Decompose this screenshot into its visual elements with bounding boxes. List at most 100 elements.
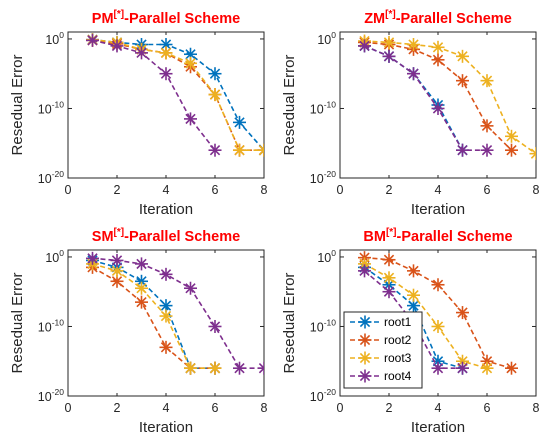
- data-point-marker: [135, 257, 148, 271]
- x-tick-label: 6: [484, 183, 491, 197]
- data-point-marker: [505, 361, 518, 375]
- data-point-marker: [184, 112, 197, 126]
- data-point-marker: [184, 47, 197, 61]
- x-tick-label: 8: [533, 401, 540, 415]
- series-root4: [86, 251, 264, 375]
- chart-title: ZM[*]-Parallel Scheme: [364, 9, 512, 27]
- data-point-marker: [431, 53, 445, 67]
- data-point-marker: [431, 278, 445, 292]
- legend-box: [343, 311, 423, 389]
- chart-panel: 0 2 4 6 8 100 10-10 10-20 Iteration Resedual Erro…: [9, 9, 268, 218]
- series-line: [92, 259, 215, 370]
- x-tick-label: 2: [114, 183, 121, 197]
- data-point-marker: [135, 281, 148, 295]
- x-tick-label: 8: [261, 401, 268, 415]
- data-point-marker: [456, 306, 469, 320]
- x-tick-label: 4: [163, 183, 170, 197]
- data-point-marker: [358, 39, 371, 53]
- legend-marker: [358, 333, 372, 347]
- data-point-marker: [159, 46, 173, 60]
- legend-label: root2: [384, 333, 412, 347]
- data-point-marker: [208, 143, 222, 157]
- y-tick-label: 10-20: [310, 387, 336, 404]
- x-tick-label: 6: [212, 183, 219, 197]
- data-point-marker: [480, 143, 494, 157]
- data-point-marker: [86, 251, 99, 265]
- chart-title: BM[*]-Parallel Scheme: [363, 227, 512, 245]
- series-root3: [86, 257, 222, 375]
- data-point-marker: [159, 267, 173, 281]
- data-point-marker: [208, 319, 222, 333]
- legend-entry: root1: [350, 315, 412, 329]
- data-point-marker: [233, 115, 246, 129]
- x-tick-label: 6: [212, 401, 219, 415]
- x-tick-label: 6: [484, 401, 491, 415]
- legend-entry: root4: [350, 369, 412, 383]
- data-point-marker: [505, 129, 518, 143]
- series-root4: [358, 39, 494, 157]
- data-point-marker: [110, 253, 124, 267]
- data-point-marker: [431, 361, 445, 375]
- data-point-marker: [110, 264, 124, 278]
- y-tick-label: 10-10: [310, 317, 336, 334]
- x-tick-label: 0: [65, 401, 72, 415]
- x-tick-label: 0: [65, 183, 72, 197]
- data-point-marker: [382, 285, 396, 299]
- x-tick-label: 2: [114, 401, 121, 415]
- series-root1: [86, 253, 222, 375]
- series-root2: [86, 260, 222, 375]
- data-point-marker: [257, 143, 264, 157]
- data-point-marker: [208, 88, 222, 102]
- x-tick-label: 4: [435, 401, 442, 415]
- data-point-marker: [480, 74, 494, 88]
- legend-label: root3: [384, 351, 412, 365]
- x-tick-label: 4: [435, 183, 442, 197]
- data-point-marker: [159, 299, 173, 313]
- data-point-marker: [456, 143, 469, 157]
- y-axis-label: Resedual Error: [9, 55, 26, 156]
- data-point-marker: [407, 264, 420, 278]
- legend-entry: root3: [350, 351, 412, 365]
- y-tick-label: 100: [317, 248, 336, 265]
- data-point-marker: [431, 319, 445, 333]
- legend-label: root4: [384, 369, 412, 383]
- data-point-marker: [159, 67, 173, 81]
- x-axis-label: Iteration: [411, 419, 465, 436]
- data-point-marker: [407, 67, 420, 81]
- legend-label: root1: [384, 315, 412, 329]
- data-point-marker: [480, 119, 494, 133]
- legend-marker: [358, 351, 372, 365]
- legend-entry: root2: [350, 333, 412, 347]
- y-tick-label: 100: [317, 30, 336, 47]
- data-point-marker: [480, 361, 494, 375]
- data-point-marker: [233, 143, 246, 157]
- data-point-marker: [505, 143, 518, 157]
- chart-title: SM[*]-Parallel Scheme: [92, 227, 240, 245]
- data-point-marker: [110, 39, 124, 53]
- legend: root1 root2 root3 root4: [343, 311, 423, 389]
- data-point-marker: [382, 253, 396, 267]
- data-point-marker: [382, 35, 396, 49]
- data-point-marker: [184, 361, 197, 375]
- data-point-marker: [184, 281, 197, 295]
- x-tick-label: 0: [337, 183, 344, 197]
- data-point-marker: [184, 56, 197, 70]
- y-axis-label: Resedual Error: [281, 273, 298, 374]
- data-point-marker: [456, 361, 469, 375]
- x-axis-label: Iteration: [411, 201, 465, 218]
- data-point-marker: [86, 33, 99, 47]
- data-point-marker: [135, 295, 148, 309]
- y-tick-label: 100: [45, 30, 64, 47]
- series-line: [92, 38, 264, 151]
- chart-title: PM[*]-Parallel Scheme: [92, 9, 240, 27]
- x-tick-label: 0: [337, 401, 344, 415]
- series-line: [364, 45, 464, 151]
- data-point-marker: [456, 49, 469, 63]
- series-line: [92, 263, 215, 370]
- x-axis-label: Iteration: [139, 419, 193, 436]
- y-tick-label: 100: [45, 248, 64, 265]
- legend-marker: [358, 369, 372, 383]
- y-axis-label: Resedual Error: [281, 55, 298, 156]
- series-line: [92, 39, 264, 151]
